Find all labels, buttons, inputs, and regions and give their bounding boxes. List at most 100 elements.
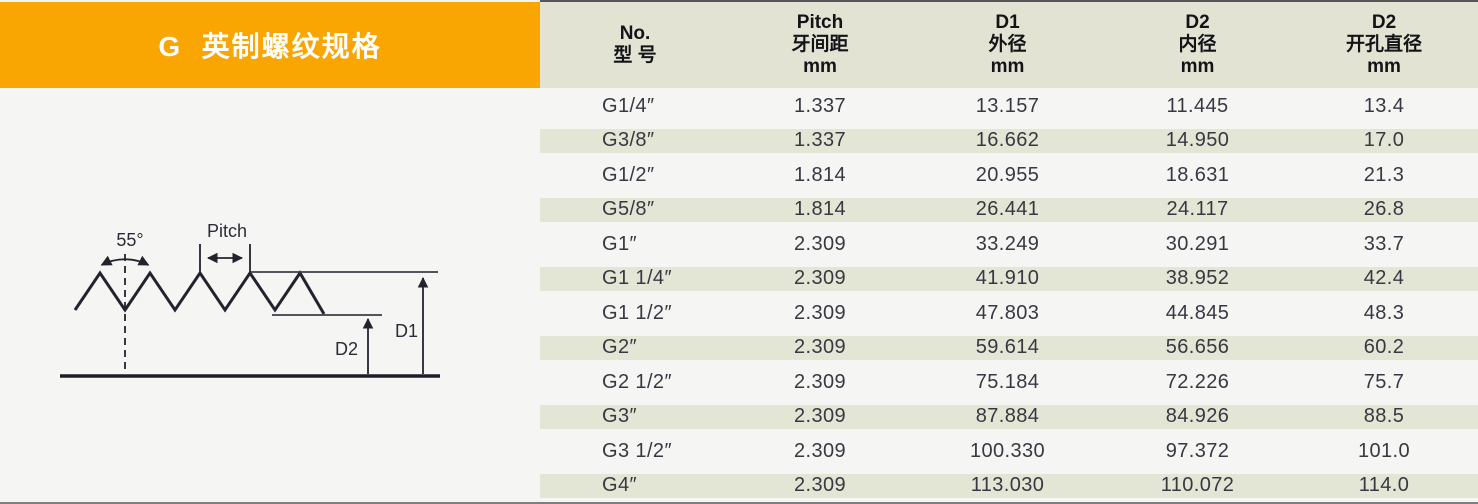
cell-d2_inner: 72.226 <box>1165 370 1230 393</box>
column-header-line: mm <box>1180 56 1215 77</box>
cell-d1_outer: 113.030 <box>910 468 1105 503</box>
cell-d2_inner: 14.950 <box>1105 123 1290 158</box>
cell-d2_inner: 97.372 <box>1165 439 1230 462</box>
cell-d2_hole: 60.2 <box>1290 330 1478 365</box>
angle-arc <box>100 255 150 266</box>
thread-profile-diagram: 55° Pitch D2 D1 <box>60 221 440 378</box>
cell-d1_outer: 20.955 <box>975 163 1040 186</box>
cell-pitch: 2.309 <box>730 468 910 503</box>
column-header-line: D2 <box>1371 12 1397 33</box>
table-row: G5/8″ 1.814 26.441 24.117 26.8 <box>540 192 1478 227</box>
angle-label: 55° <box>116 230 143 250</box>
cell-model: G5/8″ <box>540 192 730 227</box>
column-header-line: 型 号 <box>613 45 657 66</box>
cell-d1_outer: 100.330 <box>969 439 1046 462</box>
cell-d2_hole: 48.3 <box>1363 301 1405 324</box>
cell-d2_hole: 33.7 <box>1363 232 1405 255</box>
cell-model: G4″ <box>540 468 730 503</box>
cell-model: G3/8″ <box>540 123 730 158</box>
cell-model: G1/4″ <box>602 94 655 117</box>
cell-d1_outer: 16.662 <box>910 123 1105 158</box>
column-header-model: No. 型 号 <box>540 2 730 88</box>
cell-pitch: 2.309 <box>730 261 910 296</box>
column-header-line: 开孔直径 <box>1345 34 1422 55</box>
spec-table: No. 型 号 Pitch 牙间距 mm D1 外径 mm D2 内径 mm D2 开孔直径 mm G1/… <box>540 2 1478 502</box>
cell-d2_inner: 44.845 <box>1165 301 1230 324</box>
cell-d1_outer: 33.249 <box>975 232 1040 255</box>
d1-label: D1 <box>395 321 418 341</box>
table-row: G1 1/2″ 2.309 47.803 44.845 48.3 <box>540 295 1478 330</box>
cell-d2_hole: 21.3 <box>1363 163 1405 186</box>
cell-pitch: 2.309 <box>793 370 847 393</box>
column-header-d1_outer: D1 外径 mm <box>910 2 1105 88</box>
cell-d2_hole: 75.7 <box>1363 370 1405 393</box>
cell-d1_outer: 26.441 <box>910 192 1105 227</box>
table-row: G3 1/2″ 2.309 100.330 97.372 101.0 <box>540 433 1478 468</box>
cell-model: G1/2″ <box>602 163 655 186</box>
table-row: G2″ 2.309 59.614 56.656 60.2 <box>540 330 1478 365</box>
cell-d2_inner: 56.656 <box>1105 330 1290 365</box>
spec-table-header: No. 型 号 Pitch 牙间距 mm D1 外径 mm D2 内径 mm D2 开孔直径 mm <box>540 2 1478 88</box>
thread-profile-line <box>73 270 326 315</box>
cell-d2_inner: 30.291 <box>1165 232 1230 255</box>
cell-d2_hole: 17.0 <box>1290 123 1478 158</box>
pitch-label: Pitch <box>207 221 247 241</box>
cell-d2_hole: 13.4 <box>1363 94 1405 117</box>
section-banner: G 英制螺纹规格 <box>0 2 540 88</box>
left-panel: G 英制螺纹规格 55° Pitch D2 D1 <box>0 0 540 504</box>
cell-d2_inner: 38.952 <box>1105 261 1290 296</box>
spec-table-section: No. 型 号 Pitch 牙间距 mm D1 外径 mm D2 内径 mm D2 开孔直径 mm G1/… <box>540 0 1478 504</box>
cell-model: G2 1/2″ <box>602 370 672 393</box>
cell-d2_inner: 11.445 <box>1166 94 1229 117</box>
cell-d2_hole: 101.0 <box>1357 439 1411 462</box>
bottom-rule <box>0 502 1478 504</box>
table-row: G1 1/4″ 2.309 41.910 38.952 42.4 <box>540 261 1478 296</box>
table-row: G2 1/2″ 2.309 75.184 72.226 75.7 <box>540 364 1478 399</box>
cell-d2_inner: 24.117 <box>1105 192 1290 227</box>
column-header-line: mm <box>990 56 1025 77</box>
cell-d1_outer: 47.803 <box>975 301 1040 324</box>
cell-d2_hole: 26.8 <box>1290 192 1478 227</box>
cell-d2_hole: 114.0 <box>1290 468 1478 503</box>
cell-d2_inner: 18.631 <box>1165 163 1230 186</box>
cell-pitch: 2.309 <box>793 439 847 462</box>
cell-model: G1 1/4″ <box>540 261 730 296</box>
cell-pitch: 1.814 <box>730 192 910 227</box>
column-header-d2_inner: D2 内径 mm <box>1105 2 1290 88</box>
cell-pitch: 1.814 <box>793 163 847 186</box>
table-row: G4″ 2.309 113.030 110.072 114.0 <box>540 468 1478 503</box>
cell-pitch: 2.309 <box>730 399 910 434</box>
cell-pitch: 1.337 <box>730 123 910 158</box>
table-row: G1/2″ 1.814 20.955 18.631 21.3 <box>540 157 1478 192</box>
cell-d1_outer: 87.884 <box>910 399 1105 434</box>
cell-d2_inner: 84.926 <box>1105 399 1290 434</box>
column-header-line: 外径 <box>988 34 1027 55</box>
column-header-pitch: Pitch 牙间距 mm <box>730 2 910 88</box>
column-header-line: mm <box>803 56 837 77</box>
cell-model: G3″ <box>540 399 730 434</box>
column-header-line: 牙间距 <box>791 34 849 55</box>
column-header-d2_hole: D2 开孔直径 mm <box>1290 2 1478 88</box>
column-header-line: Pitch <box>796 12 844 33</box>
cell-pitch: 2.309 <box>793 232 847 255</box>
section-title: G 英制螺纹规格 <box>158 31 382 62</box>
cell-d1_outer: 75.184 <box>975 370 1040 393</box>
cell-pitch: 2.309 <box>793 301 847 324</box>
table-row: G1″ 2.309 33.249 30.291 33.7 <box>540 226 1478 261</box>
cell-d1_outer: 13.157 <box>975 94 1040 117</box>
cell-model: G1 1/2″ <box>602 301 672 324</box>
column-header-line: 内径 <box>1178 34 1217 55</box>
d2-label: D2 <box>335 339 358 359</box>
cell-pitch: 1.337 <box>793 94 847 117</box>
cell-pitch: 2.309 <box>730 330 910 365</box>
cell-model: G1″ <box>602 232 637 255</box>
cell-model: G2″ <box>540 330 730 365</box>
cell-d2_hole: 88.5 <box>1290 399 1478 434</box>
cell-d2_inner: 110.072 <box>1105 468 1290 503</box>
column-header-line: D1 <box>995 12 1020 33</box>
cell-d1_outer: 59.614 <box>910 330 1105 365</box>
cell-d1_outer: 41.910 <box>910 261 1105 296</box>
column-header-line: No. <box>619 23 651 44</box>
column-header-line: D2 <box>1185 12 1210 33</box>
column-header-line: mm <box>1367 56 1401 77</box>
